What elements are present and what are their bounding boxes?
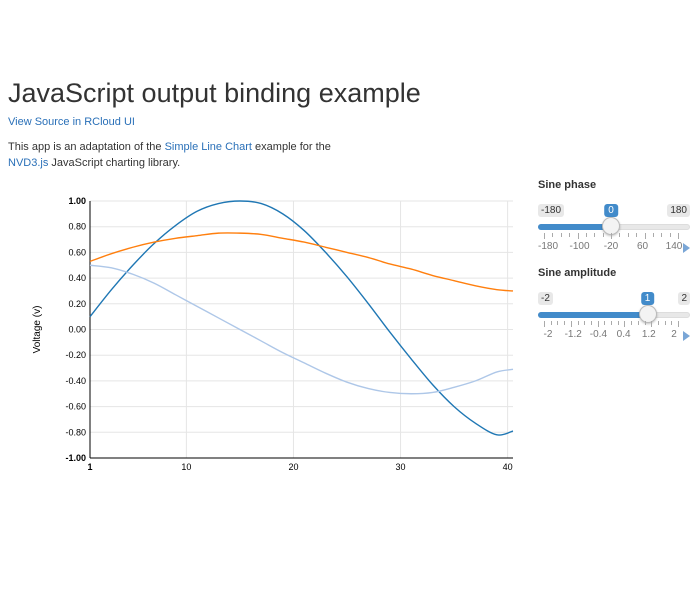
amplitude-min-label: -2	[538, 292, 553, 305]
slider-tick	[678, 233, 679, 239]
slider-tick	[624, 321, 626, 327]
slider-tick	[644, 321, 646, 325]
slider-tick-label: 0.4	[616, 329, 631, 340]
slider-tick	[584, 321, 586, 325]
y-tick-label: 0.40	[68, 273, 86, 283]
amplitude-play-icon[interactable]	[683, 331, 690, 341]
slider-tick	[644, 233, 646, 239]
slider-tick	[611, 233, 612, 239]
slider-tick	[569, 233, 571, 237]
slider-tick-label: -100	[569, 241, 590, 252]
amplitude-handle[interactable]	[638, 305, 657, 323]
slider-tick-label: -1.2	[564, 329, 582, 340]
y-tick-label: -0.80	[65, 427, 86, 437]
slider-tick-label: 2	[671, 329, 677, 340]
slider-tick-label: -2	[543, 329, 553, 340]
slider-tick-label: 60	[636, 241, 649, 252]
slider-tick	[550, 321, 552, 325]
sine-phase-control: Sine phase -180 180 0 -180 -100 -20 60 140	[538, 179, 690, 253]
slider-tick	[604, 321, 606, 325]
slider-tick	[611, 321, 612, 325]
description: This app is an adaptation of the Simple …	[8, 139, 368, 171]
slider-tick	[637, 321, 639, 325]
line-chart: 1.00 0.80 0.60 0.40 0.20 0.00 -0.20 -0.40 -0.60 -…	[32, 196, 514, 472]
phase-min-label: -180	[538, 204, 565, 217]
slider-tick	[617, 321, 619, 325]
y-tick-label: -0.60	[65, 402, 86, 412]
description-text-2: example for the	[252, 141, 331, 153]
slider-tick	[544, 321, 545, 327]
nvd3-link[interactable]: NVD3.js	[8, 157, 49, 169]
slider-tick-label: -20	[603, 241, 619, 252]
slider-tick	[577, 233, 579, 239]
amplitude-value-label: 1	[640, 292, 655, 305]
amplitude-fill	[538, 312, 648, 318]
slider-tick	[577, 321, 579, 325]
y-tick-label: 0.20	[68, 299, 86, 309]
sine-amplitude-control: Sine amplitude -2 2 1 -2 -1.2 -0.4 0.4 1.2 2	[538, 267, 690, 341]
slider-tick	[671, 321, 673, 325]
sine-phase-slider[interactable]: -180 180 0 -180 -100 -20 60 140	[538, 191, 690, 253]
slider-tick	[678, 321, 679, 327]
y-tick-label: -0.40	[65, 376, 86, 386]
series-line-1	[89, 200, 514, 436]
slider-tick	[594, 233, 596, 237]
slider-tick	[619, 233, 621, 237]
y-tick-label: 1.00	[68, 196, 86, 206]
amplitude-max-label: 2	[678, 292, 690, 305]
x-tick-label: 10	[181, 462, 191, 472]
slider-tick	[557, 321, 559, 325]
amplitude-ticks	[538, 321, 690, 327]
slider-tick-label: 1.2	[641, 329, 656, 340]
description-text-3: JavaScript charting library.	[48, 157, 181, 169]
x-tick-label: 30	[396, 462, 406, 472]
slider-tick	[544, 233, 545, 239]
slider-tick	[627, 233, 629, 237]
phase-ticks	[538, 233, 690, 239]
page-title: JavaScript output binding example	[8, 78, 421, 108]
slider-tick-label: 140	[665, 241, 683, 252]
slider-tick	[597, 321, 599, 327]
y-axis-label: Voltage (v)	[32, 306, 43, 354]
y-tick-label: -1.00	[65, 453, 86, 463]
slider-tick	[664, 321, 666, 325]
slider-tick	[631, 321, 633, 325]
sine-amplitude-label: Sine amplitude	[538, 267, 617, 279]
x-tick-label: 1	[87, 462, 92, 472]
y-tick-label: -0.20	[65, 350, 86, 360]
slider-tick	[585, 233, 587, 237]
slider-tick	[560, 233, 562, 237]
series-line-2	[89, 232, 514, 292]
x-tick-label: 20	[288, 462, 298, 472]
phase-fill	[538, 224, 611, 230]
slider-tick	[552, 233, 554, 237]
slider-tick	[570, 321, 572, 327]
slider-tick	[590, 321, 592, 325]
slider-tick	[636, 233, 638, 237]
phase-max-label: 180	[667, 204, 690, 217]
series-line-3	[89, 264, 514, 395]
y-tick-label: 0.60	[68, 247, 86, 257]
slider-tick	[564, 321, 566, 325]
view-source-link[interactable]: View Source in RCloud UI	[8, 116, 135, 128]
slider-tick	[651, 321, 653, 327]
x-tick-label: 40	[503, 462, 513, 472]
slider-tick	[652, 233, 654, 237]
simple-line-chart-link[interactable]: Simple Line Chart	[164, 141, 252, 153]
slider-tick	[669, 233, 671, 237]
phase-play-icon[interactable]	[683, 243, 690, 253]
slider-tick-label: -0.4	[589, 329, 608, 340]
phase-value-label: 0	[604, 204, 618, 217]
y-tick-label: 0.80	[68, 222, 86, 232]
y-tick-label: 0.00	[68, 325, 86, 335]
description-text-1: This app is an adaptation of the	[8, 141, 165, 153]
slider-tick	[661, 233, 663, 237]
sine-phase-label: Sine phase	[538, 179, 597, 191]
slider-tick	[657, 321, 659, 325]
slider-tick-label: -180	[537, 241, 559, 252]
slider-tick	[602, 233, 604, 237]
sine-amplitude-slider[interactable]: -2 2 1 -2 -1.2 -0.4 0.4 1.2 2	[538, 279, 690, 341]
